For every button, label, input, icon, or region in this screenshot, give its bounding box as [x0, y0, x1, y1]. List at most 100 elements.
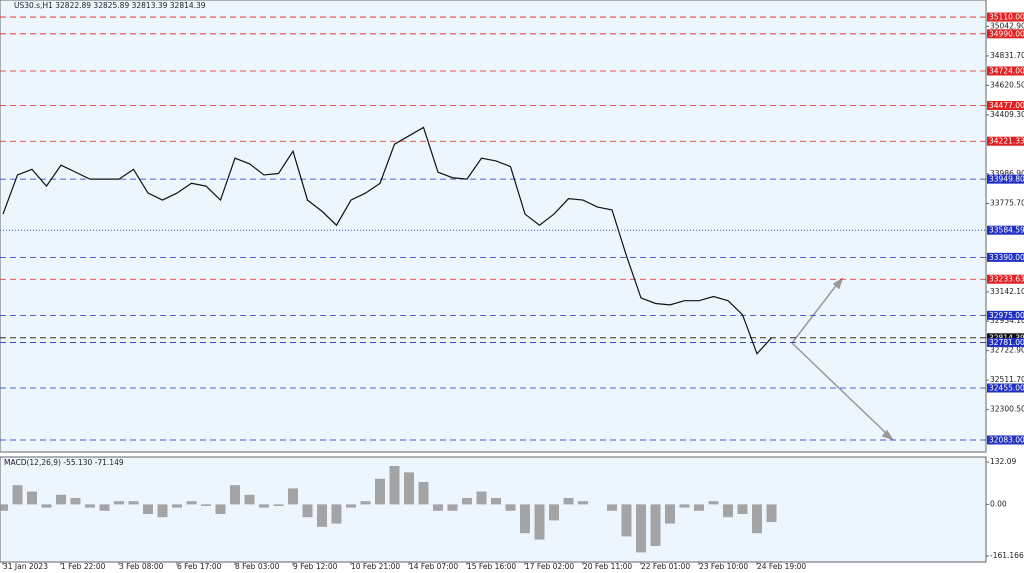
macd-bar	[462, 497, 472, 505]
level-label-text: 32975.00	[989, 311, 1024, 320]
macd-bar	[694, 504, 704, 511]
x-tick-label: 10 Feb 21:00	[351, 562, 400, 571]
y-tick-label: 33142.10	[990, 287, 1024, 296]
macd-bar	[85, 504, 95, 508]
x-tick-label: 3 Feb 08:00	[119, 562, 164, 571]
y-tick-label: 33775.70	[990, 198, 1024, 207]
macd-bar	[447, 504, 458, 511]
y-tick-label: 32300.50	[990, 405, 1024, 414]
level-label-box	[987, 136, 1024, 146]
x-tick-label: 9 Feb 12:00	[293, 562, 338, 571]
level-label-box	[987, 66, 1024, 76]
projection-arrows	[791, 277, 894, 441]
macd-bar	[404, 472, 414, 505]
y-tick-label: 35042.90	[990, 21, 1024, 30]
level-label: 34724.00	[987, 66, 1024, 76]
macd-bar	[215, 504, 226, 514]
x-tick-label: 22 Feb 01:00	[641, 562, 690, 571]
level-label-box	[987, 333, 1024, 343]
level-label-box	[987, 29, 1024, 39]
main-panel	[0, 0, 987, 453]
macd-bar	[360, 501, 371, 505]
level-label-box	[987, 12, 1024, 22]
macd-bar	[0, 504, 8, 511]
macd-bar	[230, 485, 240, 505]
macd-bar	[99, 504, 110, 511]
level-label: 34990.00	[987, 29, 1024, 39]
level-label-box	[987, 337, 1024, 347]
macd-bar	[157, 504, 168, 518]
x-tick-label: 6 Feb 17:00	[177, 562, 222, 571]
macd-bar	[737, 504, 748, 514]
macd-bar	[752, 504, 762, 534]
level-label: 34221.33	[987, 136, 1024, 146]
macd-tick-label: -161.166	[990, 551, 1024, 560]
level-label-box	[987, 225, 1024, 235]
macd-bar	[505, 504, 516, 511]
chart-title: US30.s,H1 32822.89 32825.89 32813.39 328…	[14, 1, 206, 10]
level-label-text: 33390.00	[989, 253, 1024, 262]
macd-bar	[520, 504, 530, 534]
macd-bar	[433, 504, 443, 511]
macd-bar	[27, 491, 37, 505]
macd-bar	[375, 478, 385, 505]
level-label-text: 32455.00	[989, 384, 1024, 393]
x-tick-label: 8 Feb 03:00	[235, 562, 280, 571]
level-label-box	[987, 100, 1024, 110]
level-label: 33949.80	[987, 174, 1024, 184]
level-label: 33390.00	[987, 252, 1024, 262]
macd-bar	[549, 504, 559, 521]
x-tick-label: 23 Feb 10:00	[699, 562, 748, 571]
macd-bar	[12, 485, 23, 505]
level-label: 33233.63	[987, 274, 1024, 284]
level-label-box	[987, 383, 1024, 393]
level-label-text: 32814.39	[989, 333, 1024, 342]
y-tick-label: 32511.70	[990, 375, 1024, 384]
macd-bar	[244, 494, 255, 505]
y-tick-label: 34620.50	[990, 80, 1024, 89]
y-tick-label: 33986.90	[990, 169, 1024, 178]
macd-bar	[201, 504, 211, 506]
macd-bar	[128, 501, 139, 505]
macd-bar	[578, 501, 588, 505]
macd-bar	[56, 494, 66, 505]
macd-bar	[563, 497, 574, 505]
level-label-text: 34477.00	[989, 101, 1024, 110]
level-label-box	[987, 174, 1024, 184]
macd-bar	[70, 497, 81, 505]
macd-title: MACD(12,26,9) -55.130 -71.149	[4, 458, 124, 467]
macd-bar	[679, 504, 690, 508]
level-label: 34477.00	[987, 100, 1024, 110]
level-label-text: 33584.59	[989, 226, 1024, 235]
level-label-text: 33949.80	[989, 175, 1024, 184]
y-tick-label: 34409.30	[990, 110, 1024, 119]
level-label-text: 34221.33	[989, 137, 1024, 146]
level-label-text: 35110.00	[989, 13, 1024, 22]
level-label: 32781.00	[987, 337, 1024, 347]
x-tick-label: 17 Feb 02:00	[525, 562, 574, 571]
x-tick-label: 20 Feb 11:00	[583, 562, 632, 571]
macd-bar	[259, 504, 269, 508]
x-tick-label: 31 Jan 2023	[3, 562, 48, 571]
level-label-text: 32083.00	[989, 435, 1024, 444]
x-tick-label: 15 Feb 16:00	[467, 562, 516, 571]
macd-bar	[172, 504, 182, 508]
level-label: 35110.00	[987, 12, 1024, 22]
level-label: 32814.39	[987, 333, 1024, 343]
macd-bar	[418, 481, 429, 505]
macd-bar	[331, 504, 342, 524]
level-label: 33584.59	[987, 225, 1024, 235]
macd-tick-label: 0.00	[990, 499, 1007, 508]
macd-bar	[288, 488, 298, 505]
level-label-box	[987, 252, 1024, 262]
macd-bar	[708, 501, 719, 505]
level-label: 32975.00	[987, 310, 1024, 320]
level-label: 32455.00	[987, 383, 1024, 393]
level-label-box	[987, 435, 1024, 445]
x-tick-label: 1 Feb 22:00	[61, 562, 106, 571]
macd-bar	[766, 504, 777, 523]
macd-bar	[534, 504, 545, 540]
x-tick-label: 14 Feb 07:00	[409, 562, 458, 571]
macd-bar	[346, 504, 356, 508]
